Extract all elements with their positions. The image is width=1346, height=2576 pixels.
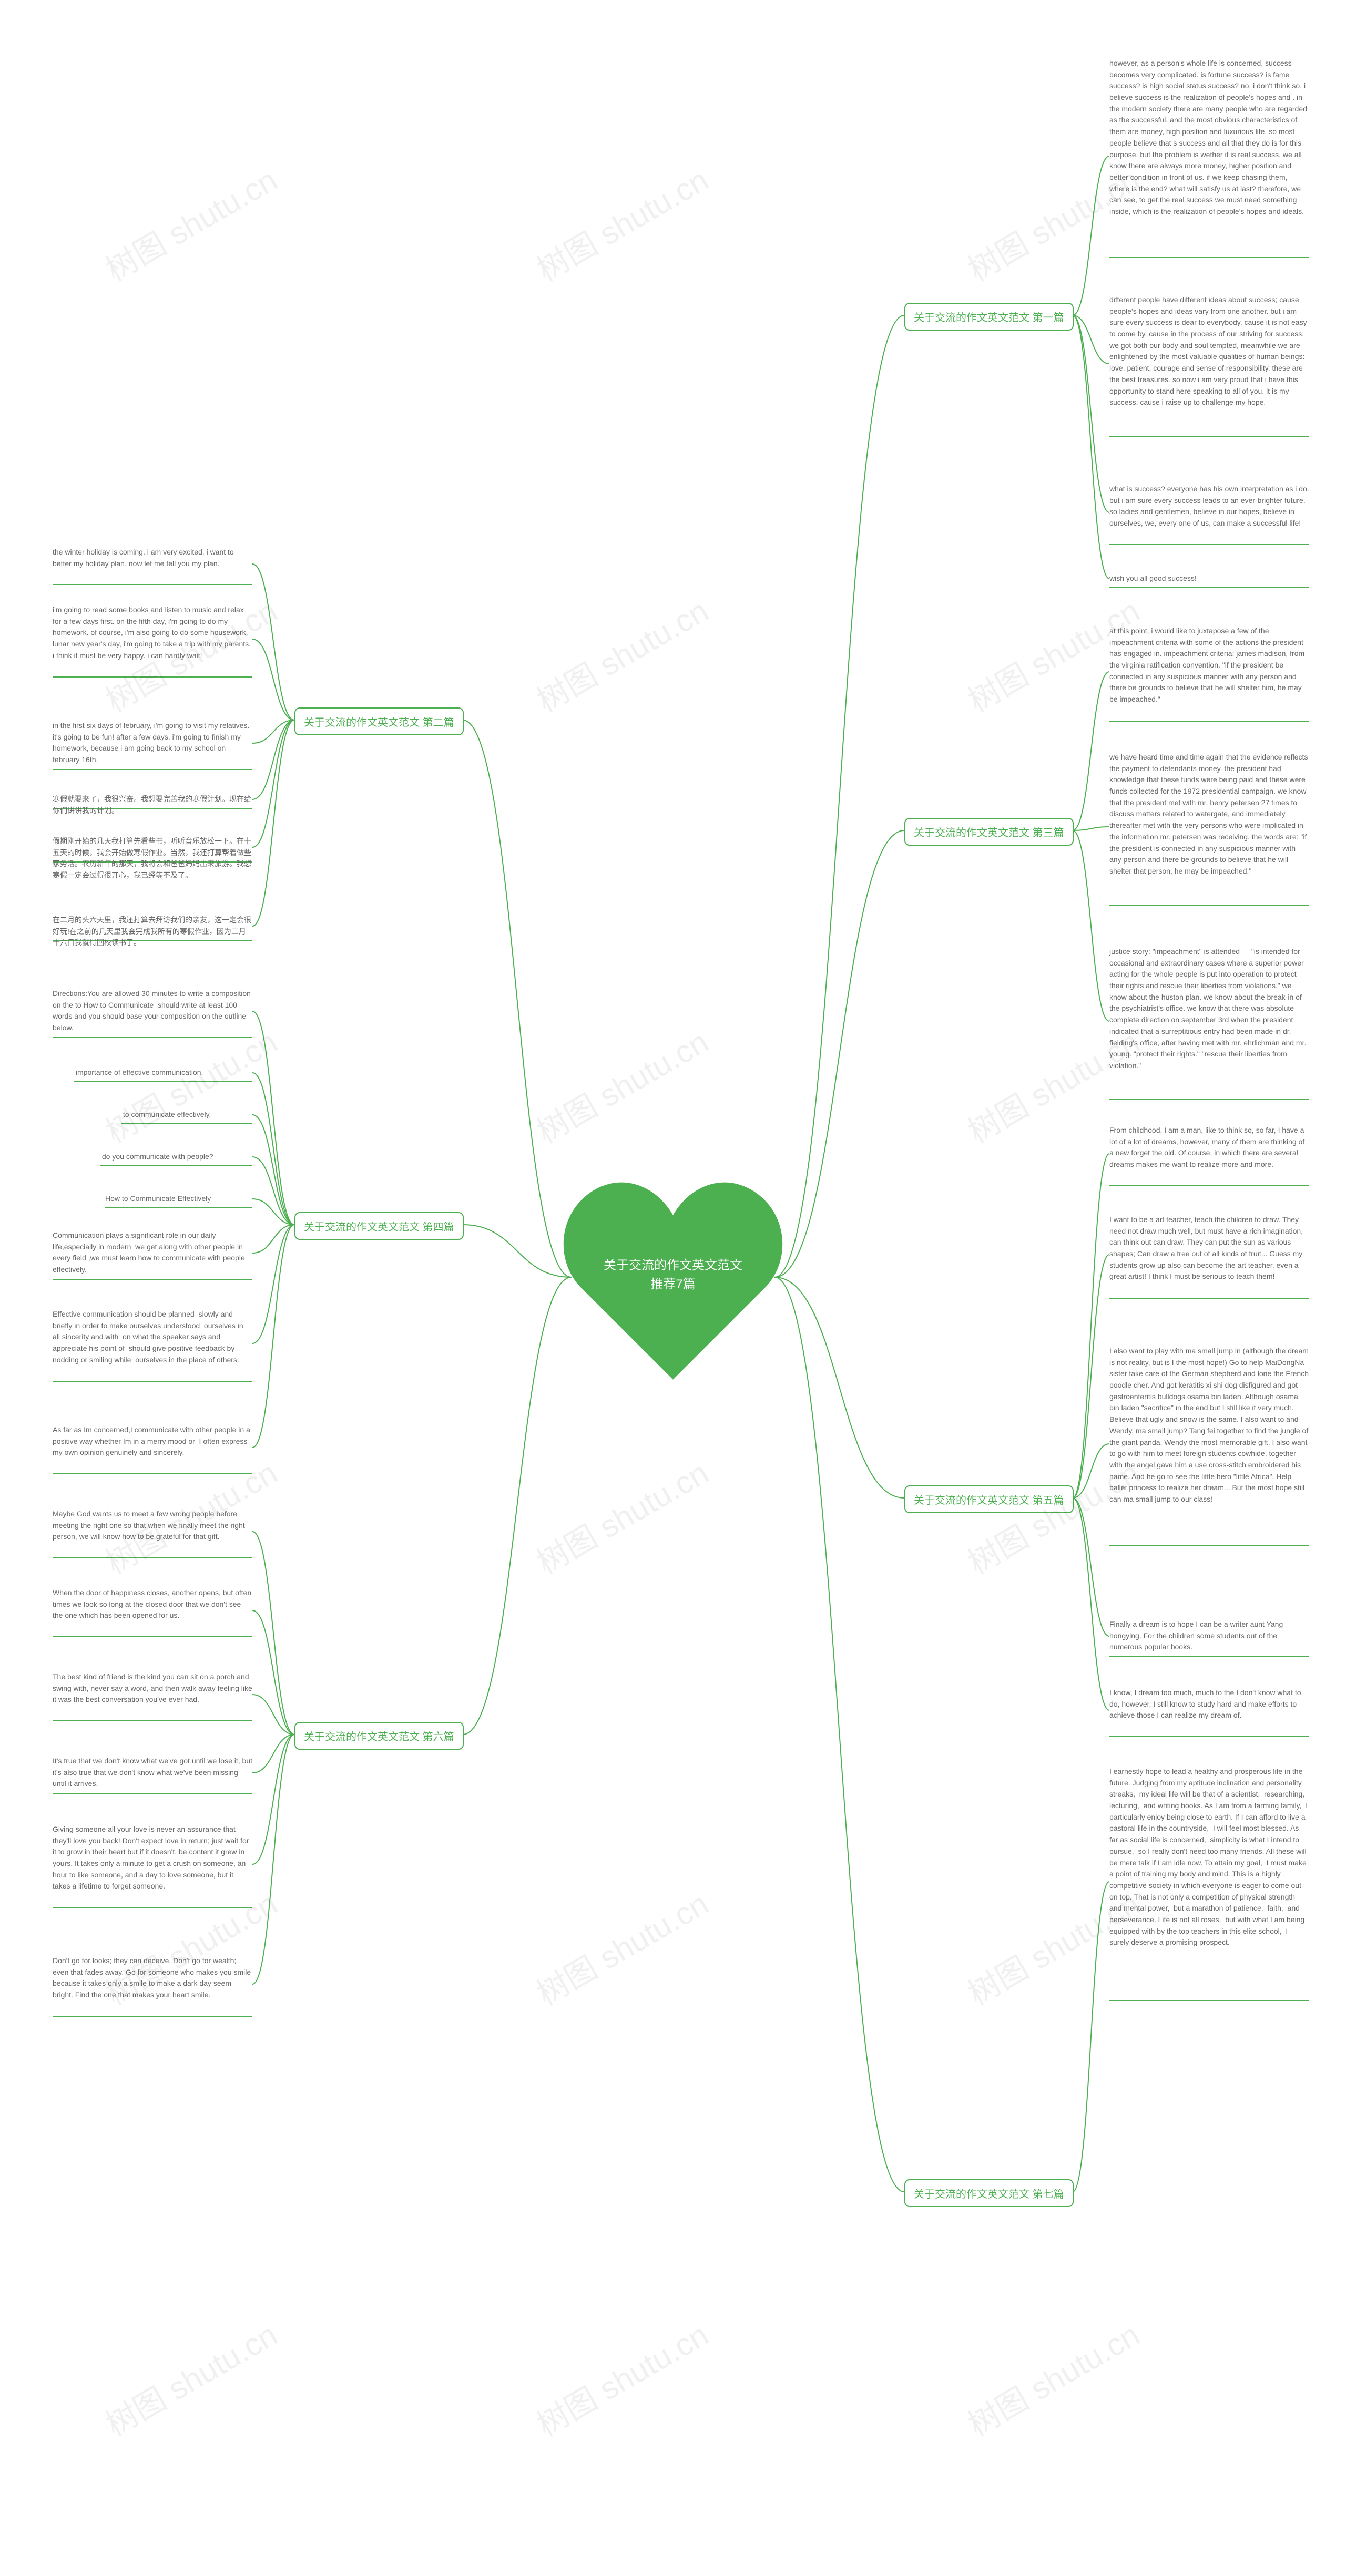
watermark: 树图 shutu.cn <box>527 586 716 721</box>
leaf-node: The best kind of friend is the kind you … <box>53 1671 252 1706</box>
center-title-line: 关于交流的作文英文范文 <box>578 1256 768 1275</box>
center-title-line: 推荐7篇 <box>578 1275 768 1294</box>
branch-label: 关于交流的作文英文范文 第一篇 <box>904 303 1074 331</box>
watermark: 树图 shutu.cn <box>527 1448 716 1583</box>
leaf-node: do you communicate with people? <box>100 1151 252 1163</box>
leaf-node: the winter holiday is coming. i am very … <box>53 547 252 569</box>
branch-label: 关于交流的作文英文范文 第五篇 <box>904 1485 1074 1513</box>
leaf-node: As far as Im concerned,I communicate wit… <box>53 1424 252 1459</box>
leaf-node: I know, I dream too much, much to the I … <box>1109 1687 1309 1721</box>
leaf-node: 假期刚开始的几天我打算先看些书，听听音乐放松一下。在十五天的时候，我会开始做寒假… <box>53 836 252 881</box>
leaf-node: importance of effective communication. <box>74 1067 252 1079</box>
leaf-node: however, as a person's whole life is con… <box>1109 58 1309 218</box>
leaf-node: wish you all good success! <box>1109 573 1309 584</box>
leaf-node: in the first six days of february, i'm g… <box>53 720 252 766</box>
mindmap-canvas: 树图 shutu.cn 树图 shutu.cn 树图 shutu.cn 树图 shut… <box>0 0 1346 2576</box>
branch-label: 关于交流的作文英文范文 第三篇 <box>904 818 1074 846</box>
leaf-node: When the door of happiness closes, anoth… <box>53 1587 252 1621</box>
leaf-node: what is success? everyone has his own in… <box>1109 484 1309 529</box>
leaf-node: I earnestly hope to lead a healthy and p… <box>1109 1766 1309 1948</box>
leaf-node: to communicate effectively. <box>121 1109 252 1121</box>
leaf-node: justice story: "impeachment" is attended… <box>1109 946 1309 1072</box>
watermark: 树图 shutu.cn <box>958 2310 1147 2445</box>
watermark: 树图 shutu.cn <box>527 1879 716 2014</box>
leaf-node: Communication plays a significant role i… <box>53 1230 252 1276</box>
leaf-node: How to Communicate Effectively <box>105 1193 252 1205</box>
branch-label: 关于交流的作文英文范文 第四篇 <box>294 1212 464 1240</box>
branch-label: 关于交流的作文英文范文 第二篇 <box>294 707 464 735</box>
watermark: 树图 shutu.cn <box>527 155 716 290</box>
watermark: 树图 shutu.cn <box>527 1017 716 1152</box>
leaf-node: I want to be a art teacher, teach the ch… <box>1109 1214 1309 1282</box>
leaf-node: It's true that we don't know what we've … <box>53 1756 252 1790</box>
leaf-node: 在二月的头六天里，我还打算去拜访我们的亲友，这一定会很好玩!在之前的几天里我会完… <box>53 915 252 949</box>
watermark: 树图 shutu.cn <box>96 1017 284 1152</box>
watermark: 树图 shutu.cn <box>96 2310 284 2445</box>
watermark: 树图 shutu.cn <box>96 155 284 290</box>
leaf-node: Giving someone all your love is never an… <box>53 1824 252 1892</box>
leaf-node: Don't go for looks; they can deceive. Do… <box>53 1955 252 2001</box>
center-title: 关于交流的作文英文范文推荐7篇 <box>578 1256 768 1294</box>
branch-label: 关于交流的作文英文范文 第六篇 <box>294 1722 464 1750</box>
leaf-node: I also want to play with ma small jump i… <box>1109 1346 1309 1505</box>
leaf-node: at this point, i would like to juxtapose… <box>1109 625 1309 705</box>
leaf-node: Effective communication should be planne… <box>53 1309 252 1366</box>
branch-label: 关于交流的作文英文范文 第七篇 <box>904 2179 1074 2207</box>
leaf-node: 寒假就要来了，我很兴奋。我想要完善我的寒假计划。现在给你们讲讲我的计划。 <box>53 794 252 816</box>
watermark: 树图 shutu.cn <box>527 2310 716 2445</box>
leaf-node: Maybe God wants us to meet a few wrong p… <box>53 1508 252 1543</box>
leaf-node: From childhood, I am a man, like to thin… <box>1109 1125 1309 1171</box>
leaf-node: we have heard time and time again that t… <box>1109 752 1309 877</box>
leaf-node: Finally a dream is to hope I can be a wr… <box>1109 1619 1309 1653</box>
leaf-node: Directions:You are allowed 30 minutes to… <box>53 988 252 1034</box>
leaf-node: i'm going to read some books and listen … <box>53 604 252 661</box>
leaf-node: different people have different ideas ab… <box>1109 294 1309 408</box>
